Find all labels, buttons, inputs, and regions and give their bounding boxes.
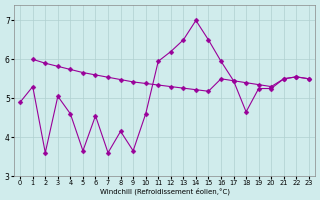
X-axis label: Windchill (Refroidissement éolien,°C): Windchill (Refroidissement éolien,°C) — [100, 188, 229, 195]
